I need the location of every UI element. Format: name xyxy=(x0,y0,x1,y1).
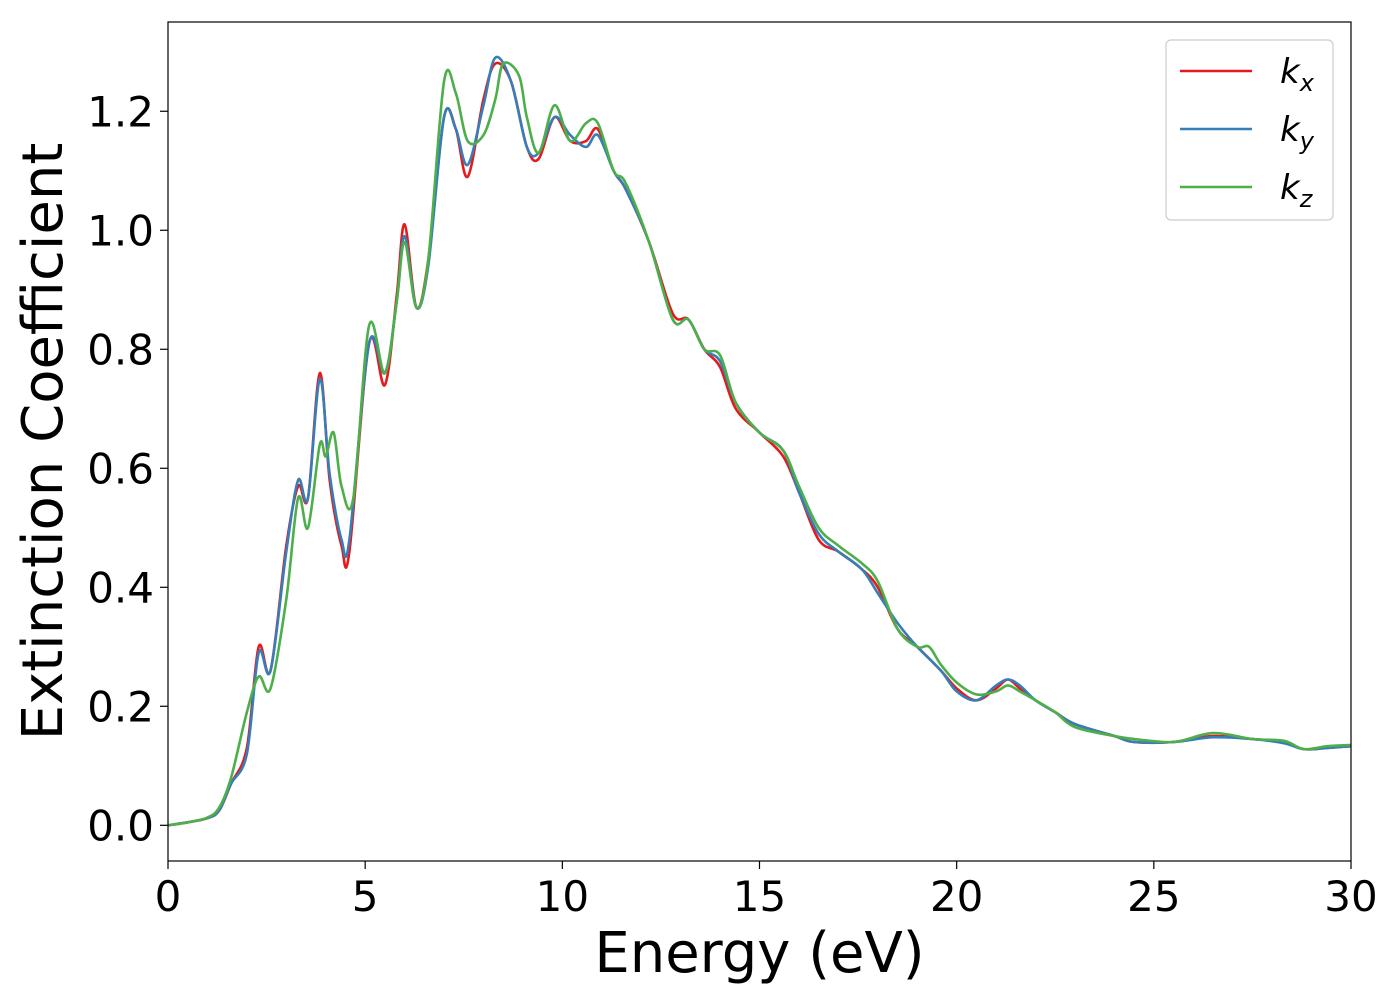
y-tick-label: 0.0 xyxy=(87,801,154,850)
legend-label-kx: kx xyxy=(1280,52,1315,97)
y-axis: 0.0 0.2 0.4 0.6 0.8 1.0 1.2 xyxy=(87,87,168,850)
x-axis: 0 5 10 15 20 25 30 xyxy=(155,861,1378,921)
x-tick-label: 20 xyxy=(930,872,983,921)
y-tick-label: 0.2 xyxy=(87,682,154,731)
series-line-kz xyxy=(168,61,1351,827)
x-axis-title: Energy (eV) xyxy=(594,921,924,986)
series-line-ky xyxy=(168,55,1351,827)
legend-label-ky: ky xyxy=(1280,110,1315,155)
y-tick-label: 0.6 xyxy=(87,444,154,493)
x-tick-label: 15 xyxy=(733,872,786,921)
y-tick-label: 0.8 xyxy=(87,325,154,374)
legend-label-kz: kz xyxy=(1280,168,1314,213)
x-tick-label: 10 xyxy=(536,872,589,921)
x-tick-label: 0 xyxy=(155,872,182,921)
y-tick-label: 1.0 xyxy=(87,206,154,255)
legend: kx ky kz xyxy=(1165,39,1334,221)
x-tick-label: 25 xyxy=(1127,872,1180,921)
x-tick-label: 30 xyxy=(1324,872,1377,921)
y-tick-label: 1.2 xyxy=(87,87,154,136)
y-axis-title: Extinction Coefficient xyxy=(11,143,76,741)
x-tick-label: 5 xyxy=(352,872,379,921)
series-layer xyxy=(168,55,1351,827)
y-tick-label: 0.4 xyxy=(87,563,154,612)
